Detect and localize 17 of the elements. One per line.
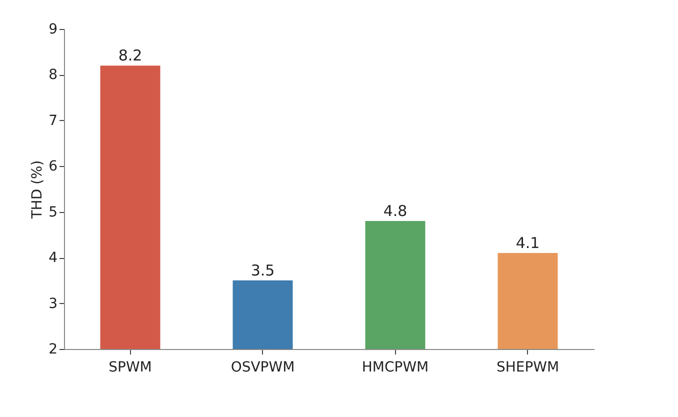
x-tick-label: HMCPWM [362, 360, 429, 376]
y-tick-label: 6 [48, 158, 58, 175]
y-tick-label: 7 [48, 112, 58, 129]
y-axis-title: THD (%) [30, 160, 46, 220]
y-tick-label: 2 [48, 342, 58, 358]
x-tick-label: SHEPWM [496, 360, 560, 376]
y-tick-label: 4 [48, 250, 58, 266]
y-tick-label: 8 [48, 67, 58, 84]
data-label: 8.2 [118, 46, 142, 65]
y-tick-label: 5 [48, 204, 58, 220]
y-tick-label: 9 [48, 22, 58, 38]
data-label: 4.1 [516, 234, 540, 252]
data-label: 4.8 [383, 202, 408, 220]
x-tick-label: SPWM [108, 360, 152, 376]
y-tick-label: 3 [48, 296, 58, 312]
x-tick-label: OSVPWM [230, 360, 295, 376]
data-label: 3.5 [250, 261, 275, 280]
